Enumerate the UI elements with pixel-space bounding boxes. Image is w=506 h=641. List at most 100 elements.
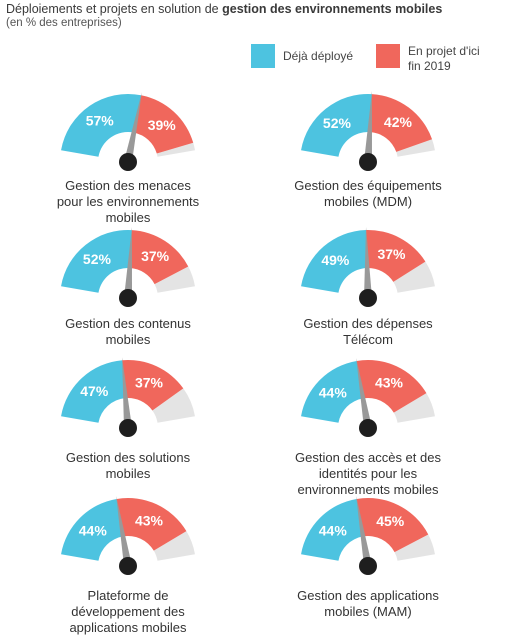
gauge-caption: Gestion des dépenses Télécom xyxy=(268,316,468,348)
chart-subtitle: (en % des entreprises) xyxy=(6,17,122,29)
gauge-caption: Gestion des menaces pour les environnemen… xyxy=(28,178,228,226)
gauge-deployed-label: 44% xyxy=(319,523,348,539)
gauge-planned-label: 39% xyxy=(148,117,177,133)
gauge-caption-line: applications mobiles xyxy=(69,620,187,635)
chart-title-prefix: Déploiements et projets en solution de xyxy=(6,2,223,16)
gauge-planned-label: 43% xyxy=(375,375,404,391)
gauge-caption-line: mobiles (MDM) xyxy=(323,194,413,209)
chart-title: Déploiements et projets en solution de g… xyxy=(6,2,442,17)
gauge-planned-label: 45% xyxy=(376,513,405,529)
gauge-3: 52% 37% xyxy=(61,227,195,307)
gauge-needle-hub xyxy=(359,289,377,307)
legend-item-planned: En projet d'ici fin 2019 xyxy=(376,44,480,74)
gauge-needle xyxy=(364,91,372,163)
gauge-caption-line: pour les environnements xyxy=(56,194,200,209)
gauge-caption-line: mobiles (MAM) xyxy=(324,604,412,619)
gauge-remaining-segment xyxy=(396,139,435,157)
gauge-deployed-label: 52% xyxy=(83,251,112,267)
gauge-needle-hub xyxy=(119,419,137,437)
gauge-caption-line: Gestion des dépenses xyxy=(303,316,433,331)
gauge-caption: Gestion des contenus mobiles xyxy=(28,316,228,348)
gauge-caption: Gestion des équipements mobiles (MDM) xyxy=(268,178,468,210)
legend-label-planned-line1: En projet d'ici xyxy=(408,44,480,58)
gauge-remaining-segment xyxy=(394,534,435,561)
legend-label-planned: En projet d'ici fin 2019 xyxy=(408,44,480,74)
gauge-needle xyxy=(356,357,372,429)
gauge-needle xyxy=(124,92,142,163)
gauge-caption-line: développement des xyxy=(71,604,185,619)
gauge-remaining-segment xyxy=(153,531,195,561)
gauge-remaining-segment xyxy=(154,266,195,293)
gauge-1: 57% 39% xyxy=(61,92,195,171)
gauge-needle xyxy=(124,227,132,299)
gauge-caption-line: mobiles xyxy=(105,466,151,481)
gauge-caption: Gestion des solutions mobiles xyxy=(28,450,228,482)
gauge-4: 49% 37% xyxy=(301,227,435,307)
gauge-needle xyxy=(364,227,372,299)
gauge-caption: Plateforme de développement des applicatio… xyxy=(28,588,228,636)
gauge-caption: Gestion des applications mobiles (MAM) xyxy=(268,588,468,620)
gauge-needle-hub xyxy=(359,153,377,171)
gauge-deployed-label: 49% xyxy=(321,252,350,268)
gauge-deployed-label: 47% xyxy=(80,383,109,399)
gauge-caption-line: Gestion des contenus xyxy=(65,316,191,331)
gauge-needle xyxy=(116,495,132,567)
gauge-caption-line: Plateforme de xyxy=(87,588,169,603)
gauge-planned-segment xyxy=(133,95,194,154)
gauge-planned-segment xyxy=(369,94,433,152)
gauge-needle-hub xyxy=(119,289,137,307)
gauge-deployed-segment xyxy=(301,230,368,293)
gauge-deployed-segment xyxy=(61,93,142,157)
gauge-remaining-segment xyxy=(156,142,195,157)
gauge-caption-line: mobiles xyxy=(105,210,151,225)
gauge-caption-line: environnements mobiles xyxy=(297,482,439,497)
legend-label-planned-line2: fin 2019 xyxy=(408,59,451,73)
gauge-needle xyxy=(122,357,132,429)
gauge-caption-line: Gestion des accès et des xyxy=(295,450,441,465)
gauge-deployed-segment xyxy=(301,94,372,157)
gauge-caption-line: Gestion des applications xyxy=(297,588,439,603)
gauge-deployed-label: 44% xyxy=(319,385,348,401)
gauge-deployed-segment xyxy=(61,230,132,293)
gauge-planned-segment xyxy=(356,360,427,413)
gauge-caption-line: Gestion des solutions xyxy=(65,450,191,465)
gauge-planned-segment xyxy=(129,230,189,285)
gauge-caption-line: mobiles xyxy=(105,332,151,347)
gauge-planned-label: 37% xyxy=(135,375,164,391)
gauge-deployed-segment xyxy=(61,360,126,423)
gauge-deployed-label: 57% xyxy=(86,113,115,129)
gauge-5: 47% 37% xyxy=(61,357,195,437)
gauge-planned-label: 43% xyxy=(135,513,164,529)
gauge-needle-hub xyxy=(119,153,137,171)
gauge-caption-line: Gestion des menaces xyxy=(65,178,191,193)
gauge-planned-segment xyxy=(356,498,429,553)
gauge-remaining-segment xyxy=(393,261,435,293)
gauge-remaining-segment xyxy=(393,393,435,423)
gauge-deployed-label: 44% xyxy=(79,523,108,539)
gauge-planned-label: 37% xyxy=(377,246,406,262)
legend-swatch-deployed xyxy=(251,44,275,68)
gauge-planned-segment xyxy=(116,497,187,551)
chart-title-bold: gestion des environnements mobiles xyxy=(222,2,443,16)
gauge-caption: Gestion des accès et des identités pour l… xyxy=(268,450,468,498)
gauge-remaining-segment xyxy=(152,388,195,423)
gauge-planned-label: 42% xyxy=(384,114,413,130)
gauge-caption-line: identités pour les xyxy=(318,466,418,481)
legend-swatch-planned xyxy=(376,44,400,68)
gauge-planned-segment xyxy=(366,230,426,282)
gauge-planned-label: 37% xyxy=(141,248,170,264)
gauge-6: 44% 43% xyxy=(301,357,435,437)
gauge-deployed-label: 52% xyxy=(323,115,352,131)
gauge-2: 52% 42% xyxy=(301,91,435,171)
gauge-deployed-segment xyxy=(301,498,363,561)
gauge-caption-line: Gestion des équipements xyxy=(294,178,442,193)
gauge-needle xyxy=(356,495,372,567)
gauge-deployed-segment xyxy=(301,360,363,423)
gauge-needle-hub xyxy=(119,557,137,575)
legend-label-deployed: Déjà déployé xyxy=(283,49,354,63)
gauge-7: 44% 43% xyxy=(61,495,195,575)
legend-item-deployed: Déjà déployé xyxy=(251,44,353,68)
gauge-deployed-segment xyxy=(61,498,123,561)
gauge-caption-line: Télécom xyxy=(343,332,393,347)
